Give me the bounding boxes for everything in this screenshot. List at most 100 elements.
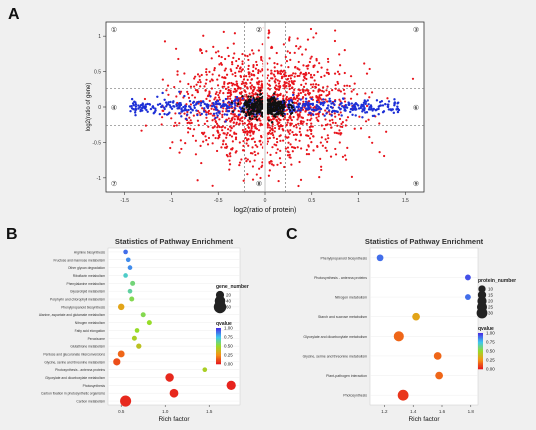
data-point	[213, 125, 216, 128]
data-point	[228, 163, 232, 166]
data-point	[280, 113, 284, 116]
data-point	[192, 85, 196, 88]
data-point	[276, 163, 279, 166]
data-point	[195, 83, 198, 86]
data-point	[342, 88, 346, 91]
data-point	[268, 79, 271, 82]
data-point	[269, 129, 272, 132]
data-point	[196, 90, 199, 93]
y-tick-label: 0	[98, 105, 101, 111]
data-point	[319, 157, 322, 160]
data-point	[141, 102, 144, 105]
data-point	[188, 122, 192, 125]
data-point	[270, 118, 273, 122]
data-point	[220, 104, 224, 108]
data-point	[288, 97, 291, 100]
size-legend-label: 20	[488, 299, 494, 304]
data-point	[218, 118, 221, 121]
data-point	[270, 107, 273, 110]
data-point	[377, 105, 380, 108]
data-point	[205, 70, 208, 74]
data-point	[241, 110, 244, 113]
data-point	[178, 105, 181, 108]
data-point	[275, 51, 278, 55]
data-point	[381, 104, 385, 107]
data-point	[238, 122, 241, 125]
data-point	[196, 113, 199, 117]
data-point	[281, 75, 284, 78]
data-point	[275, 84, 278, 87]
data-point	[257, 129, 261, 132]
data-point	[312, 89, 315, 92]
data-point	[156, 103, 160, 106]
data-point	[298, 160, 301, 164]
data-point	[223, 76, 226, 79]
data-point	[140, 129, 143, 132]
data-point	[328, 113, 331, 116]
data-point	[368, 136, 371, 139]
data-point	[164, 101, 168, 104]
data-point	[230, 112, 233, 115]
data-point	[270, 77, 273, 80]
chart-title: Statistics of Pathway Enrichment	[365, 237, 484, 246]
data-point	[226, 97, 229, 100]
data-point	[360, 103, 363, 107]
data-point	[279, 72, 282, 75]
data-point	[226, 91, 229, 95]
data-point	[217, 124, 220, 127]
data-point	[299, 72, 302, 75]
data-point	[250, 115, 253, 118]
colorbar-segment	[216, 328, 221, 330]
data-point	[299, 106, 303, 110]
data-point	[302, 64, 305, 67]
data-point	[296, 74, 299, 78]
data-point	[229, 155, 232, 158]
data-point	[250, 130, 253, 133]
data-point	[235, 95, 239, 99]
data-point	[270, 46, 273, 49]
y-tick-label: 0.5	[94, 70, 101, 76]
data-point	[255, 63, 259, 67]
data-point	[308, 60, 311, 64]
data-point	[276, 107, 279, 110]
data-point	[341, 125, 344, 129]
data-point	[165, 103, 169, 106]
data-point	[317, 119, 320, 123]
data-point	[325, 71, 328, 74]
data-point	[248, 98, 251, 101]
data-point	[160, 123, 163, 126]
data-point	[178, 151, 181, 154]
data-point	[303, 104, 307, 108]
colorbar-segment	[216, 348, 221, 350]
data-point	[234, 104, 237, 107]
data-point	[235, 121, 238, 124]
data-point	[323, 74, 326, 77]
data-point	[277, 93, 281, 97]
data-point	[349, 110, 352, 114]
data-point	[196, 179, 199, 182]
data-point	[179, 80, 182, 83]
panel-a-chart: ① ② ③ ④ ⑤ ⑥ ⑦ ⑧ ⑨ -1.5 -1 -0.5 0 0.5 1 1.5 1 0.5 0 -0.5 -1 lo…	[86, 21, 425, 214]
data-point	[312, 65, 315, 69]
data-point	[161, 91, 164, 95]
data-point	[193, 96, 197, 99]
data-point	[191, 134, 195, 137]
data-point	[220, 146, 223, 149]
colorbar-segment	[216, 360, 221, 362]
data-point	[199, 144, 202, 147]
data-point	[292, 91, 295, 94]
data-point	[325, 89, 328, 92]
data-point	[266, 74, 270, 77]
data-point	[222, 140, 225, 143]
data-point	[337, 132, 340, 135]
colorbar-label: 0.50	[224, 344, 233, 349]
data-point	[324, 109, 327, 112]
data-point	[245, 114, 248, 117]
data-point	[167, 101, 170, 104]
data-point	[339, 102, 342, 106]
colorbar-segment	[216, 331, 221, 334]
data-point	[411, 77, 415, 80]
data-point	[249, 95, 252, 99]
data-point	[184, 107, 187, 110]
data-point	[215, 149, 219, 153]
